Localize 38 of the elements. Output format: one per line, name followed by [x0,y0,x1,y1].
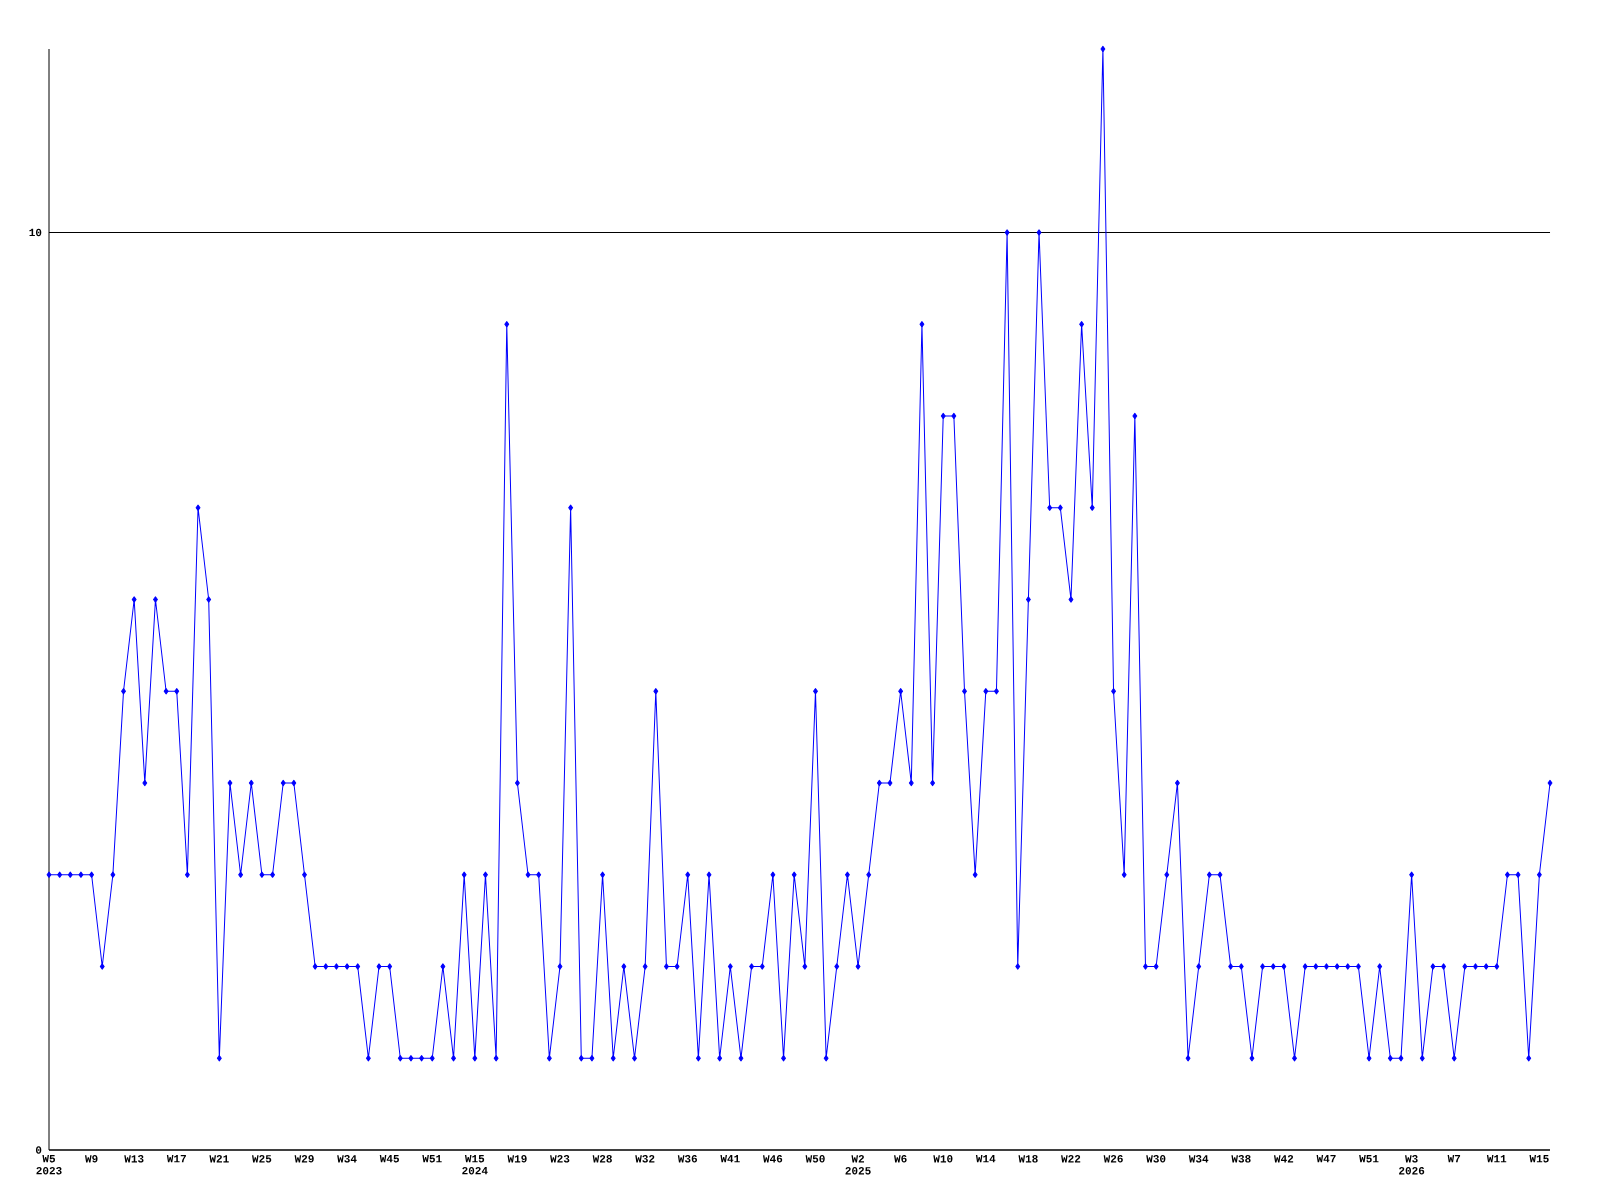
x-tick-label: W13 [124,1155,144,1163]
x-tick-label: W45 [379,1155,399,1163]
x-tick-label: W36 [677,1155,698,1163]
x-tick-label: W6 [894,1155,907,1163]
x-tick-label: W30 [1146,1155,1166,1163]
x-tick-label: W38 [1231,1155,1251,1163]
x-tick-label: W32 [635,1155,655,1163]
x-tick-label: W41 [720,1155,740,1163]
x-tick-label: W51 [422,1155,442,1163]
x-tick-label: W7 [1447,1155,1461,1163]
x-tick-label: W2 2025 [845,1155,871,1175]
x-tick-label: W46 [763,1155,783,1163]
x-tick-label: W5 2023 [36,1155,62,1175]
x-tick-label: W42 [1273,1155,1294,1163]
x-tick-label: W28 [592,1155,612,1163]
x-tick-label: W25 [252,1155,272,1163]
x-tick-label: W29 [294,1155,314,1163]
x-tick-label: W18 [1018,1155,1038,1163]
x-tick-label: W17 [166,1155,186,1163]
x-tick-label: W21 [209,1155,229,1163]
y-tick-label: 0 [35,1146,42,1154]
x-tick-label: W11 [1486,1155,1507,1163]
x-tick-label: W47 [1316,1155,1336,1163]
x-tick-label: W15 [1529,1155,1549,1163]
x-tick-label: W51 [1359,1155,1379,1163]
x-tick-label: W34 [337,1155,357,1163]
x-tick-label: W19 [507,1155,527,1163]
x-tick-label: W14 [975,1155,996,1163]
x-tick-label: W10 [933,1155,953,1163]
x-tick-label: W9 [84,1155,98,1163]
x-tick-label: W15 2024 [462,1155,488,1175]
x-tick-label: W50 [805,1155,825,1163]
x-tick-label: W3 2026 [1399,1155,1425,1175]
y-tick-label: 10 [29,228,42,237]
x-tick-label: W34 [1188,1155,1209,1163]
x-tick-label: W22 [1061,1155,1081,1163]
x-tick-label: W26 [1103,1155,1123,1163]
x-tick-label: W23 [550,1155,570,1163]
